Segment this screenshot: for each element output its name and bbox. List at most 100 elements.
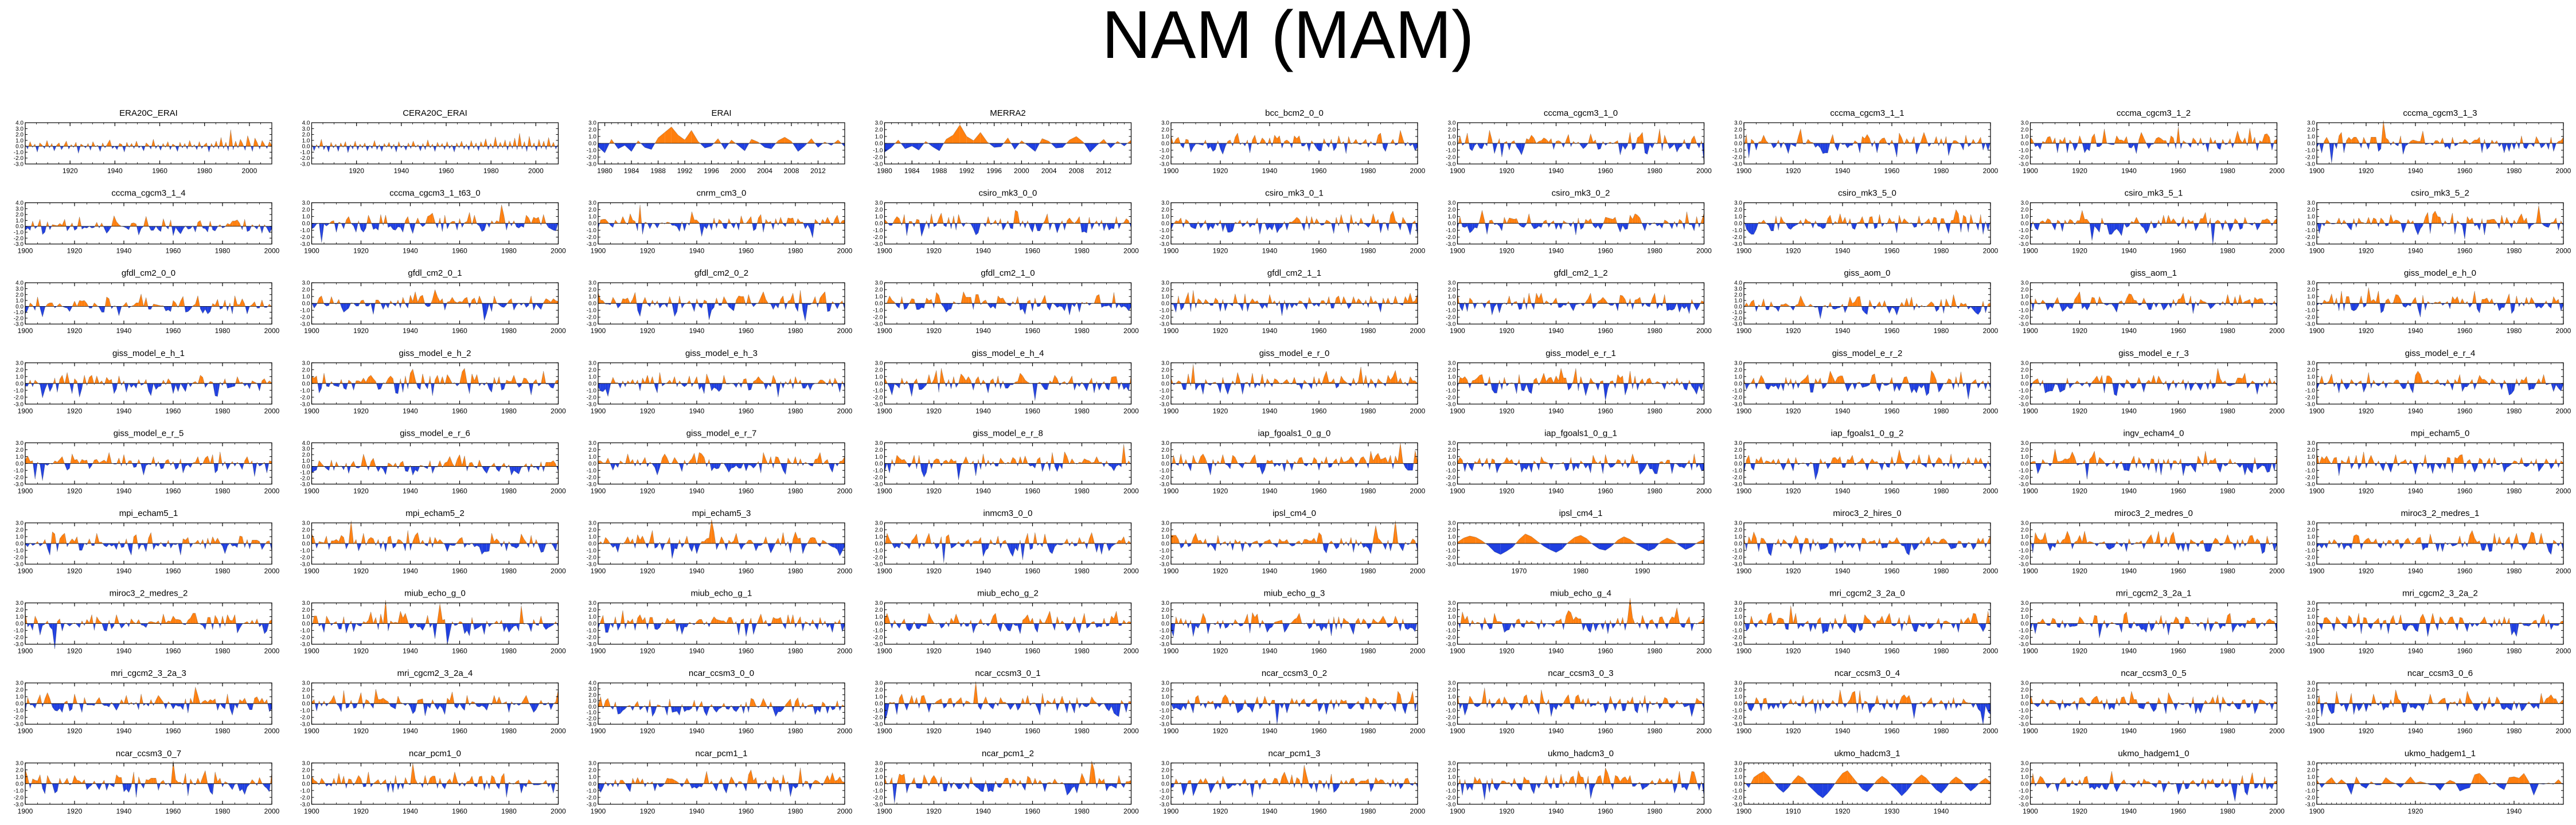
x-tick-label: 1980 bbox=[788, 247, 803, 255]
negative-area bbox=[1793, 143, 1796, 147]
x-tick-label: 1960 bbox=[152, 167, 167, 175]
positive-area bbox=[450, 297, 452, 304]
positive-area bbox=[694, 220, 697, 224]
positive-area bbox=[909, 221, 912, 224]
positive-area bbox=[2121, 140, 2124, 143]
positive-area bbox=[1963, 215, 1966, 224]
positive-area bbox=[204, 142, 207, 147]
x-tick-label: 1900 bbox=[18, 327, 33, 335]
positive-area bbox=[2386, 138, 2388, 143]
y-tick-label: 3.0 bbox=[1734, 120, 1742, 127]
y-tick-label: 3.0 bbox=[15, 126, 24, 132]
positive-area bbox=[719, 219, 721, 224]
positive-area bbox=[2418, 141, 2421, 143]
negative-area bbox=[2144, 223, 2146, 234]
panel-title: csiro_mk3_0_0 bbox=[979, 189, 1037, 198]
y-tick-label: 1.0 bbox=[588, 214, 596, 220]
negative-area bbox=[1746, 223, 1749, 233]
y-tick-label: 2.0 bbox=[588, 207, 596, 213]
positive-area bbox=[1000, 298, 1003, 304]
positive-area bbox=[1363, 139, 1366, 143]
y-tick-label: -3.0 bbox=[300, 162, 310, 168]
negative-area bbox=[1580, 143, 1583, 149]
negative-area bbox=[518, 223, 521, 228]
negative-area bbox=[1533, 223, 1537, 229]
positive-area bbox=[834, 215, 838, 224]
positive-area bbox=[963, 291, 966, 304]
positive-area bbox=[2141, 132, 2144, 143]
negative-area bbox=[2141, 223, 2144, 228]
y-tick-label: 1.0 bbox=[1161, 134, 1169, 140]
negative-area bbox=[2418, 223, 2421, 235]
y-tick-label: -2.0 bbox=[300, 315, 310, 321]
negative-area bbox=[1208, 143, 1211, 149]
positive-area bbox=[1297, 135, 1299, 143]
negative-area bbox=[1852, 223, 1855, 230]
x-tick-label: 2000 bbox=[2556, 167, 2571, 175]
y-tick-label: -1.0 bbox=[873, 148, 883, 154]
y-tick-label: 3.0 bbox=[1448, 120, 1456, 127]
positive-area bbox=[2119, 140, 2122, 143]
positive-area bbox=[678, 135, 685, 143]
y-tick-label: 4.0 bbox=[15, 120, 24, 127]
panel-csiro-mk3-0-1: csiro_mk3_0_13.02.01.00.0-1.0-2.0-3.0190… bbox=[1160, 189, 1426, 255]
y-tick-label: 2.0 bbox=[1448, 207, 1456, 213]
negative-area bbox=[1056, 143, 1063, 148]
negative-area bbox=[1200, 143, 1203, 146]
positive-area bbox=[2092, 134, 2095, 143]
x-tick-label: 1920 bbox=[1499, 167, 1515, 175]
positive-area bbox=[1070, 136, 1076, 143]
panel-gfdl-cm2-0-0: gfdl_cm2_0_04.03.02.01.00.0-1.0-2.0-3.01… bbox=[14, 268, 280, 335]
positive-area bbox=[237, 304, 240, 307]
x-tick-label: 1920 bbox=[67, 327, 83, 335]
negative-area bbox=[1333, 143, 1337, 151]
positive-area bbox=[255, 138, 257, 147]
x-tick-label: 1940 bbox=[394, 167, 409, 175]
x-tick-label: 1980 bbox=[501, 247, 517, 255]
panel-gfdl-cm2-1-0: gfdl_cm2_1_03.02.01.00.0-1.0-2.0-3.01900… bbox=[873, 268, 1139, 335]
negative-area bbox=[889, 223, 892, 226]
panel-title: ERAI bbox=[711, 108, 731, 118]
negative-area bbox=[178, 226, 181, 234]
negative-area bbox=[1793, 223, 1796, 227]
x-tick-label: 1920 bbox=[1213, 247, 1228, 255]
x-tick-label: 2000 bbox=[731, 167, 746, 175]
y-tick-label: -2.0 bbox=[1446, 234, 1456, 241]
positive-area bbox=[2410, 140, 2413, 143]
panel-title: csiro_mk3_5_1 bbox=[2125, 189, 2183, 198]
x-tick-label: 1920 bbox=[353, 247, 369, 255]
negative-area bbox=[1618, 223, 1621, 233]
positive-area bbox=[1531, 135, 1534, 143]
positive-area bbox=[50, 303, 53, 307]
y-tick-label: 1.0 bbox=[875, 214, 883, 220]
y-tick-label: -1.0 bbox=[2019, 228, 2029, 234]
negative-area bbox=[2146, 223, 2149, 234]
positive-area bbox=[939, 213, 942, 224]
y-tick-label: 0.0 bbox=[875, 221, 883, 227]
x-tick-label: 1940 bbox=[116, 247, 132, 255]
x-tick-label: 1900 bbox=[1164, 247, 1179, 255]
x-tick-label: 1900 bbox=[1450, 247, 1465, 255]
negative-area bbox=[672, 223, 675, 226]
y-tick-label: 0.0 bbox=[1448, 221, 1456, 227]
panel-title: cccma_cgcm3_1_3 bbox=[2403, 108, 2477, 118]
y-tick-label: -1.0 bbox=[1446, 228, 1456, 234]
y-tick-label: -2.0 bbox=[1160, 155, 1170, 161]
x-tick-label: 2000 bbox=[837, 327, 853, 335]
negative-area bbox=[1754, 223, 1757, 234]
positive-area bbox=[1546, 139, 1549, 143]
x-tick-label: 1920 bbox=[1786, 247, 1801, 255]
negative-area bbox=[1030, 223, 1033, 233]
y-tick-label: -2.0 bbox=[587, 315, 597, 321]
negative-area bbox=[1227, 223, 1231, 233]
positive-area bbox=[242, 298, 245, 307]
y-tick-label: -2.0 bbox=[587, 234, 597, 241]
positive-area bbox=[138, 294, 142, 307]
panel-csiro-mk3-0-0: csiro_mk3_0_03.02.01.00.0-1.0-2.0-3.0190… bbox=[873, 189, 1139, 255]
negative-area bbox=[2097, 143, 2099, 147]
y-tick-label: -2.0 bbox=[2305, 234, 2316, 241]
negative-area bbox=[1373, 143, 1376, 146]
positive-area bbox=[959, 124, 967, 143]
x-tick-label: 2000 bbox=[1410, 167, 1426, 175]
positive-area bbox=[1828, 215, 1830, 224]
